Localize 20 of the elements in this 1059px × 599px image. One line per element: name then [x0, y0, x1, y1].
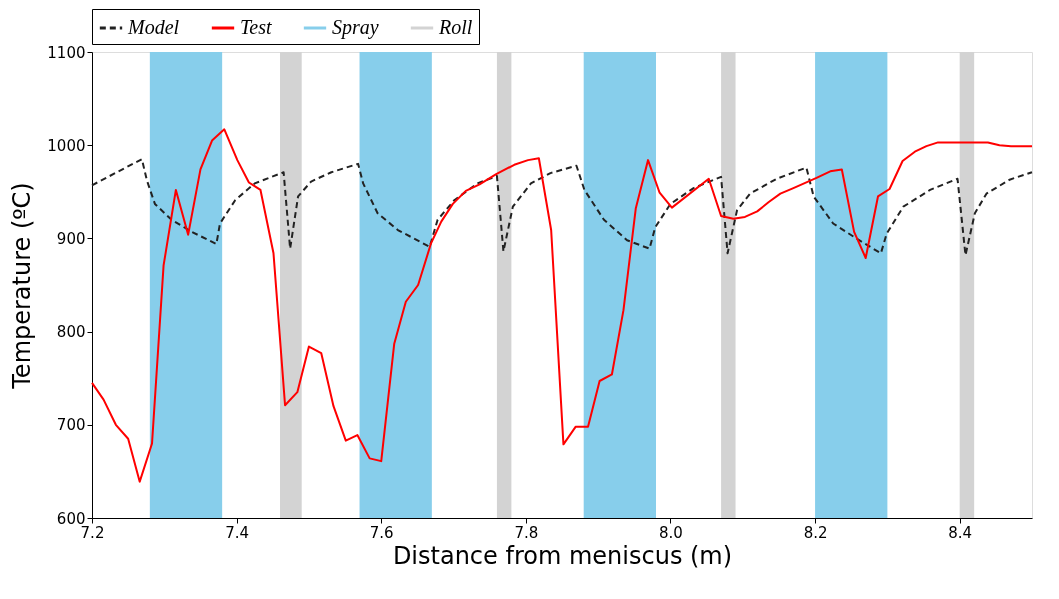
- y-tick-label: 1100: [47, 43, 86, 62]
- x-tick-label: 8.4: [948, 523, 973, 542]
- x-axis-title: Distance from meniscus (m): [392, 541, 733, 570]
- line-series: [91, 128, 1033, 483]
- x-tick-label: 8.2: [803, 523, 828, 542]
- y-tick-label: 800: [56, 323, 86, 342]
- x-tick-label: 7.4: [225, 523, 250, 542]
- y-tick-label: 700: [56, 416, 86, 435]
- legend-label: Roll: [438, 16, 473, 38]
- x-tick-label: 7.6: [369, 523, 394, 542]
- x-tick-label: 7.8: [514, 523, 539, 542]
- x-tick-label: 7.2: [80, 523, 105, 542]
- legend-label: Model: [127, 16, 180, 38]
- y-axis-title: Temperature (ºC): [8, 182, 37, 390]
- y-tick-label: 1000: [47, 136, 86, 155]
- legend-label: Test: [240, 16, 272, 38]
- legend-label: Spray: [332, 16, 379, 39]
- line-series: [91, 158, 1033, 257]
- y-tick-label: 900: [56, 229, 86, 248]
- x-tick-label: 8.0: [659, 523, 683, 542]
